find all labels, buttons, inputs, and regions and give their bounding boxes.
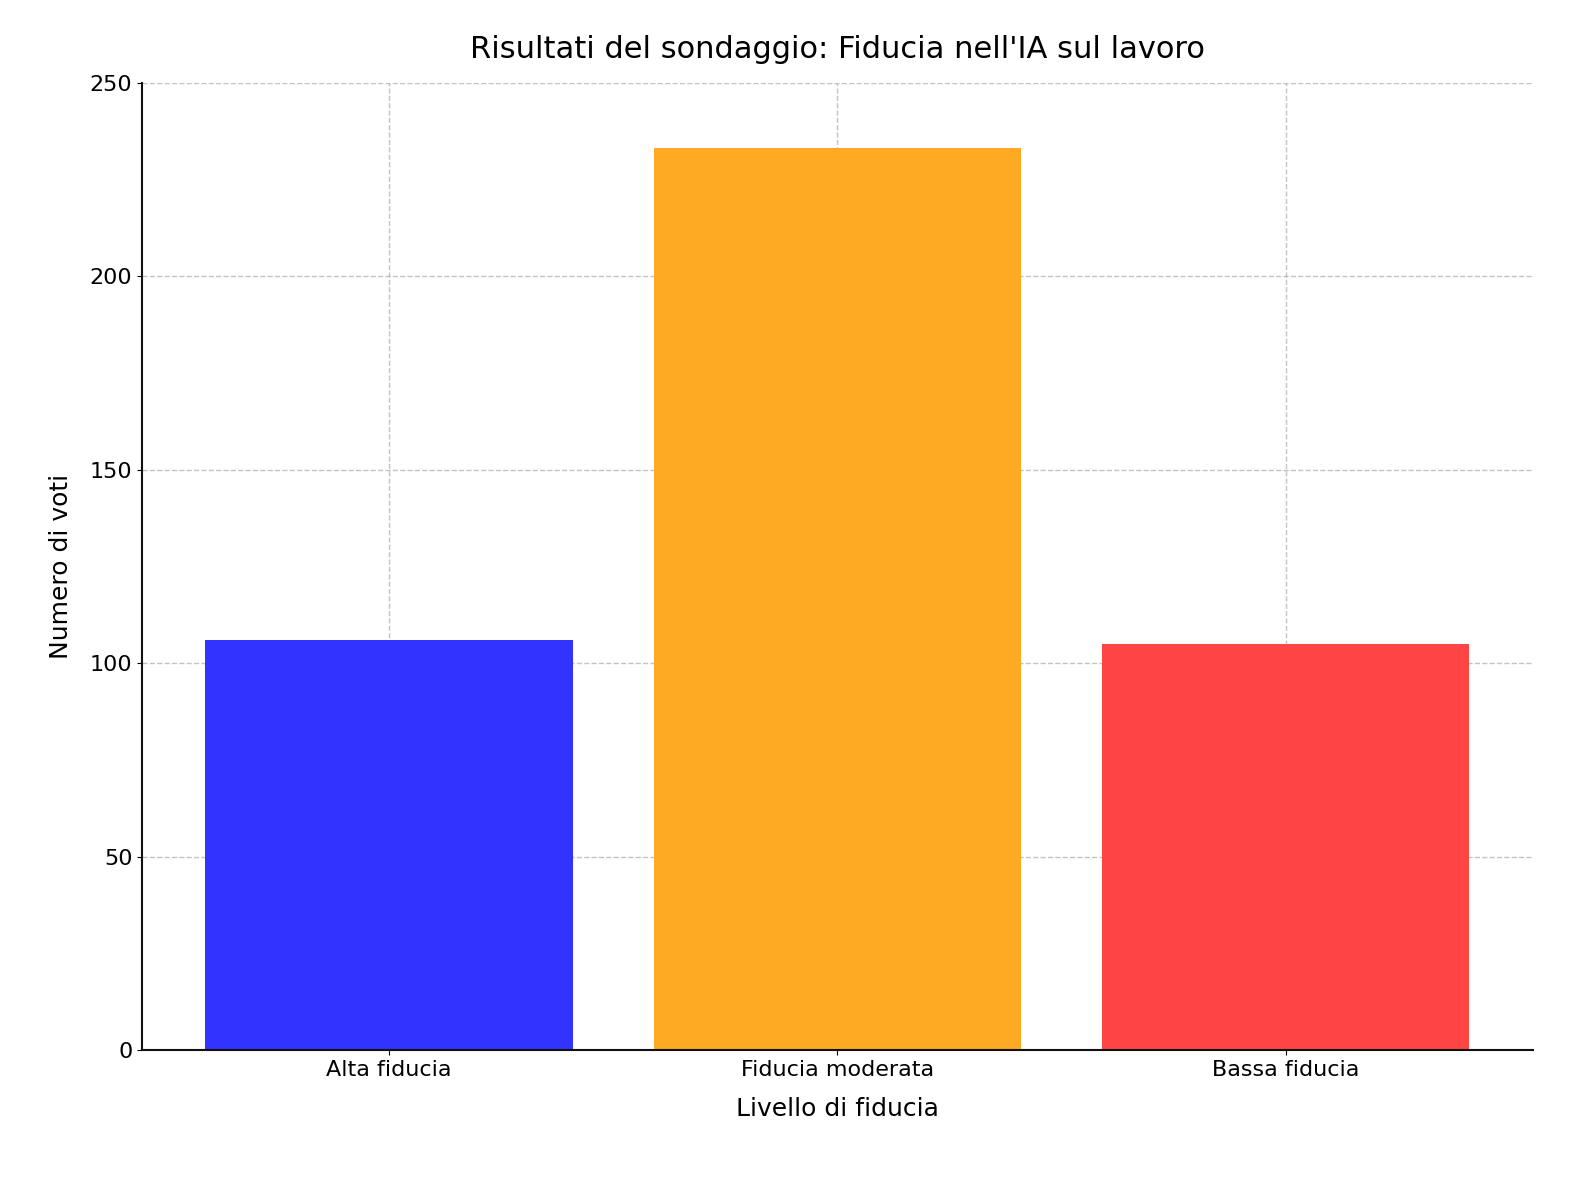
Y-axis label: Numero di voti: Numero di voti xyxy=(49,474,73,658)
Bar xyxy=(1101,644,1469,1050)
Bar xyxy=(654,149,1021,1050)
Title: Risultati del sondaggio: Fiducia nell'IA sul lavoro: Risultati del sondaggio: Fiducia nell'IA… xyxy=(469,34,1206,64)
Bar xyxy=(205,640,574,1050)
X-axis label: Livello di fiducia: Livello di fiducia xyxy=(736,1096,939,1121)
